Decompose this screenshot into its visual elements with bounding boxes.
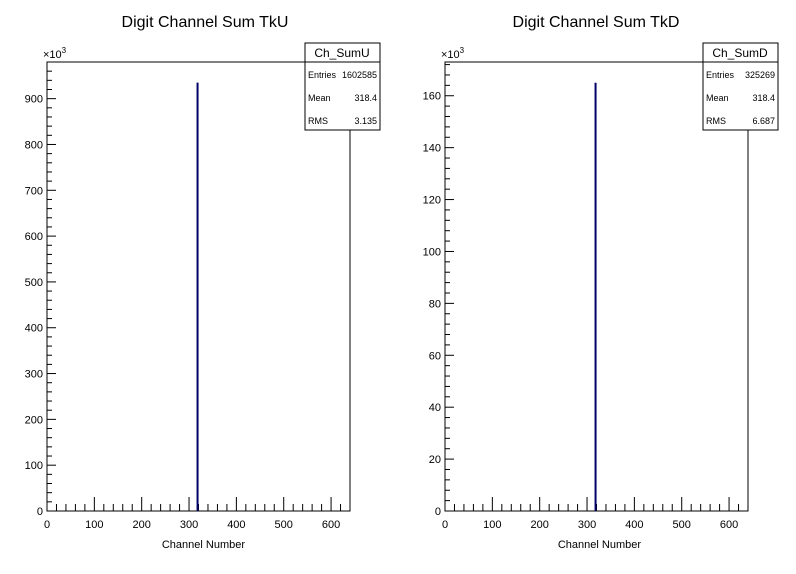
- x-tick-label: 200: [531, 519, 549, 531]
- x-tick-label: 400: [625, 519, 643, 531]
- stats-box: Ch_SumU Entries 1602585 Mean 318.4 RMS 3…: [304, 42, 381, 131]
- x-axis: 0 100 200 300 400 500 600: [44, 497, 351, 531]
- chart-title: Digit Channel Sum TkD: [513, 14, 680, 31]
- y-tick-label: 400: [25, 323, 43, 335]
- x-tick-label: 600: [322, 519, 340, 531]
- y-tick-label: 160: [423, 91, 441, 103]
- stats-label: RMS: [308, 116, 328, 126]
- y-tick-label: 300: [25, 369, 43, 381]
- y-tick-label: 0: [435, 506, 441, 518]
- y-multiplier: ×103: [441, 46, 465, 61]
- y-tick-label: 100: [423, 246, 441, 258]
- histogram-panel-tku: Digit Channel Sum TkU 0 100 200 300 400 500 60…: [25, 14, 381, 551]
- x-tick-label: 500: [275, 519, 293, 531]
- x-tick-label: 300: [180, 519, 198, 531]
- stats-value: 6.687: [752, 116, 775, 126]
- x-tick-label: 100: [85, 519, 103, 531]
- stats-label: Mean: [308, 93, 331, 103]
- y-tick-label: 100: [25, 460, 43, 472]
- stats-label: Mean: [706, 93, 729, 103]
- x-tick-label: 600: [720, 519, 738, 531]
- y-tick-label: 600: [25, 231, 43, 243]
- histogram-panel-tkd: Digit Channel Sum TkD 0 20 40 60 80 100 120 140…: [423, 14, 779, 551]
- x-tick-label: 100: [483, 519, 501, 531]
- y-axis: 0 20 40 60 80 100 120 140 160: [423, 64, 454, 518]
- x-tick-label: 0: [44, 519, 50, 531]
- stats-box: Ch_SumD Entries 325269 Mean 318.4 RMS 6.…: [702, 42, 779, 131]
- y-tick-label: 500: [25, 277, 43, 289]
- stats-value: 318.4: [752, 93, 775, 103]
- stats-value: 318.4: [354, 93, 377, 103]
- y-tick-label: 120: [423, 195, 441, 207]
- stats-box-frame: [702, 42, 779, 131]
- y-tick-label: 60: [429, 350, 441, 362]
- y-tick-label: 800: [25, 139, 43, 151]
- x-axis: 0 100 200 300 400 500 600: [442, 497, 749, 531]
- stats-name: Ch_SumU: [314, 46, 369, 60]
- stats-value: 325269: [745, 70, 775, 80]
- stats-label: RMS: [706, 116, 726, 126]
- y-multiplier: ×103: [43, 46, 67, 61]
- chart-title: Digit Channel Sum TkU: [122, 14, 289, 31]
- y-tick-label: 20: [429, 454, 441, 466]
- x-tick-label: 500: [673, 519, 691, 531]
- x-axis-label: Channel Number: [558, 539, 641, 551]
- x-tick-label: 200: [133, 519, 151, 531]
- stats-label: Entries: [308, 70, 337, 80]
- stats-box-frame: [304, 42, 381, 131]
- x-tick-label: 300: [578, 519, 596, 531]
- y-tick-label: 700: [25, 185, 43, 197]
- x-tick-label: 0: [442, 519, 448, 531]
- x-tick-label: 400: [227, 519, 245, 531]
- y-tick-label: 200: [25, 414, 43, 426]
- y-tick-label: 80: [429, 298, 441, 310]
- y-tick-label: 900: [25, 94, 43, 106]
- y-axis: 0 100 200 300 400 500 600 700 800 900: [25, 61, 56, 518]
- y-tick-label: 0: [37, 506, 43, 518]
- y-tick-label: 40: [429, 402, 441, 414]
- stats-value: 1602585: [342, 70, 377, 80]
- stats-label: Entries: [706, 70, 735, 80]
- y-tick-label: 140: [423, 143, 441, 155]
- x-axis-label: Channel Number: [162, 539, 245, 551]
- stats-value: 3.135: [354, 116, 377, 126]
- stats-name: Ch_SumD: [712, 46, 768, 60]
